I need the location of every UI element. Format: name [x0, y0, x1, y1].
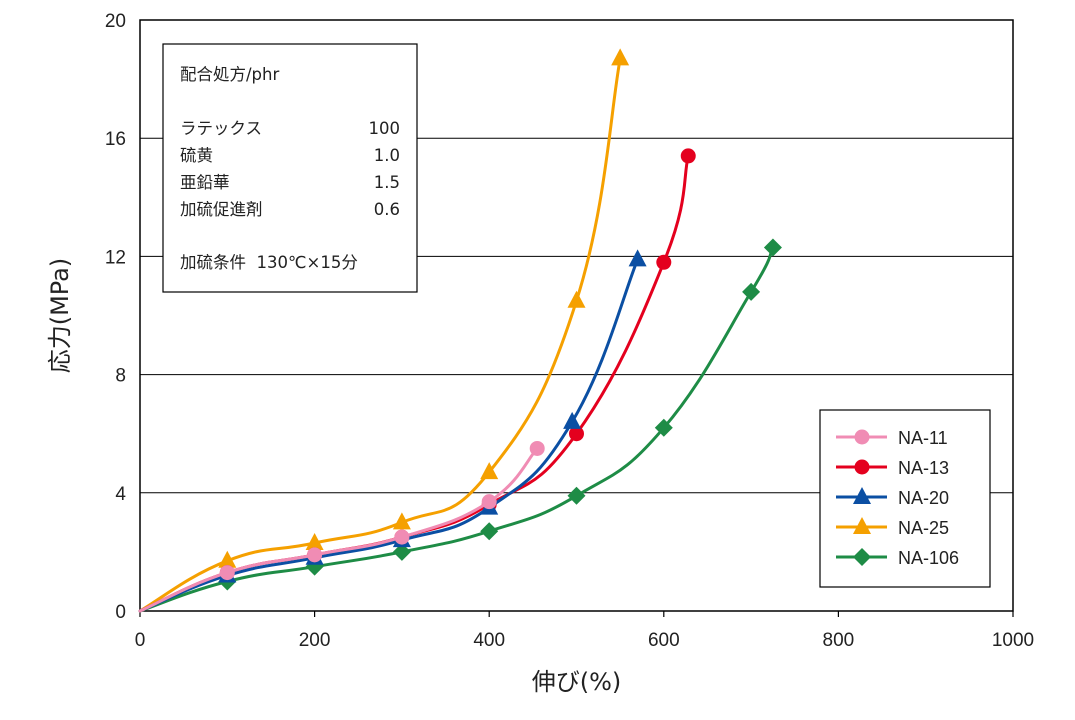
series-na-11: [138, 440, 545, 613]
formulation-box: 配合処方/phr ラテックス 100 硫黄 1.0 亜鉛華 1.5 加硫促進剤 …: [162, 43, 418, 293]
formulation-value: 1.0: [374, 146, 400, 165]
data-point: [742, 282, 761, 301]
x-axis-title: 伸び(%): [532, 668, 622, 696]
legend-label: NA-11: [898, 428, 948, 448]
legend-item: NA-20: [836, 487, 949, 508]
formulation-name: 亜鉛華: [180, 173, 230, 192]
data-point: [480, 462, 499, 480]
data-point: [392, 542, 411, 561]
formulation-name: 加硫促進剤: [180, 200, 263, 219]
x-tick-label: 200: [299, 630, 331, 651]
data-point: [680, 148, 696, 164]
data-point: [763, 238, 782, 257]
legend-marker: [854, 429, 870, 445]
y-tick-label: 0: [115, 602, 126, 623]
y-tick-label: 4: [115, 484, 126, 505]
data-point: [307, 547, 323, 563]
legend-label: NA-106: [898, 548, 959, 568]
data-point: [569, 426, 584, 442]
legend-item: NA-106: [836, 548, 959, 568]
formulation-value: 1.5: [374, 173, 400, 192]
data-point: [392, 512, 411, 530]
formulation-box-frame: [162, 43, 418, 293]
legend-marker: [854, 459, 870, 475]
data-point: [219, 565, 235, 581]
x-tick-label: 400: [473, 630, 505, 651]
data-point: [218, 550, 237, 568]
legend-label: NA-25: [898, 518, 949, 538]
y-tick-label: 16: [105, 129, 126, 150]
formulation-title: 配合処方/phr: [180, 65, 279, 84]
data-point: [611, 48, 630, 66]
y-axis-title: 応力(MPa): [46, 258, 74, 374]
plot-frame: [139, 19, 1014, 612]
data-point: [305, 533, 324, 551]
formulation-name: ラテックス: [180, 119, 262, 138]
legend-marker: [853, 487, 871, 504]
x-axis-ticks: 0 200 400 600 800 1000: [135, 611, 1034, 651]
data-point: [567, 290, 586, 308]
x-tick-label: 800: [823, 630, 855, 651]
curing-condition: 加硫条件 130℃×15分: [180, 253, 358, 272]
data-point: [628, 249, 647, 267]
series-na-25: [138, 48, 630, 613]
legend-item: NA-13: [836, 458, 949, 478]
series-na-106: [138, 238, 782, 613]
legend-label: NA-13: [898, 458, 949, 478]
data-point: [654, 418, 673, 437]
y-tick-label: 8: [115, 366, 126, 387]
y-tick-label: 12: [105, 247, 126, 268]
x-tick-label: 0: [135, 630, 146, 651]
data-point: [656, 254, 672, 270]
data-point: [567, 486, 586, 505]
legend-marker: [853, 548, 871, 566]
legend: NA-11 NA-13 NA-20 NA-25 NA-106: [819, 409, 991, 588]
y-axis-ticks: 0 4 8 12 16 20: [105, 11, 127, 623]
data-point: [563, 411, 582, 429]
formulation-value: 0.6: [374, 200, 400, 219]
legend-item: NA-11: [836, 428, 948, 448]
legend-marker: [853, 517, 871, 534]
y-tick-label: 20: [105, 11, 126, 32]
legend-label: NA-20: [898, 488, 949, 508]
x-tick-label: 1000: [992, 630, 1034, 651]
data-point: [481, 494, 497, 510]
data-series: [138, 48, 782, 613]
x-tick-label: 600: [648, 630, 680, 651]
data-point: [529, 440, 545, 456]
legend-item: NA-25: [836, 517, 949, 538]
data-point: [480, 522, 499, 541]
formulation-value: 100: [369, 119, 401, 138]
series-line: [138, 257, 640, 613]
data-point: [394, 529, 410, 545]
formulation-name: 硫黄: [180, 146, 213, 165]
